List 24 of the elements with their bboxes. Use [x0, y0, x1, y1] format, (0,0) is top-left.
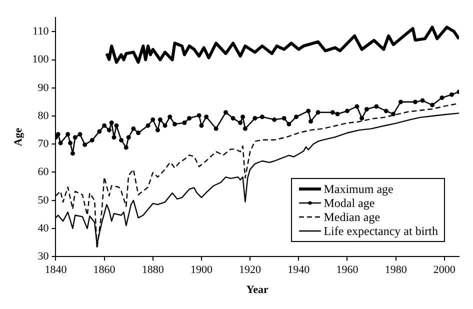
y-tick-label: 70 [38, 138, 50, 150]
y-axis-title: Age [12, 128, 24, 146]
legend-label: Maximum age [324, 182, 394, 196]
y-tick-label: 50 [38, 194, 50, 206]
y-tick-label: 60 [38, 166, 50, 178]
x-tick-label: 1900 [190, 264, 213, 276]
x-axis-title: Year [246, 284, 268, 296]
x-tick-label: 1860 [93, 264, 116, 276]
legend-label: Median age [324, 210, 380, 224]
x-tick-label: 1880 [142, 264, 164, 276]
x-tick-label: 2000 [433, 264, 456, 276]
x-tick-label: 1840 [44, 264, 68, 276]
legend-label: Modal age [324, 196, 375, 210]
y-tick-label: 40 [38, 222, 50, 234]
y-tick-label: 100 [32, 54, 50, 66]
x-tick-label: 1920 [239, 264, 262, 276]
x-tick-label: 1980 [384, 264, 408, 276]
legend-label: Life expectancy at birth [324, 224, 438, 238]
x-tick-label: 1940 [288, 264, 310, 276]
x-tick-label: 1960 [336, 264, 359, 276]
y-tick-label: 90 [38, 82, 50, 94]
y-tick-label: 80 [38, 110, 50, 122]
y-tick-label: 30 [38, 250, 50, 262]
y-tick-label: 110 [32, 26, 50, 38]
